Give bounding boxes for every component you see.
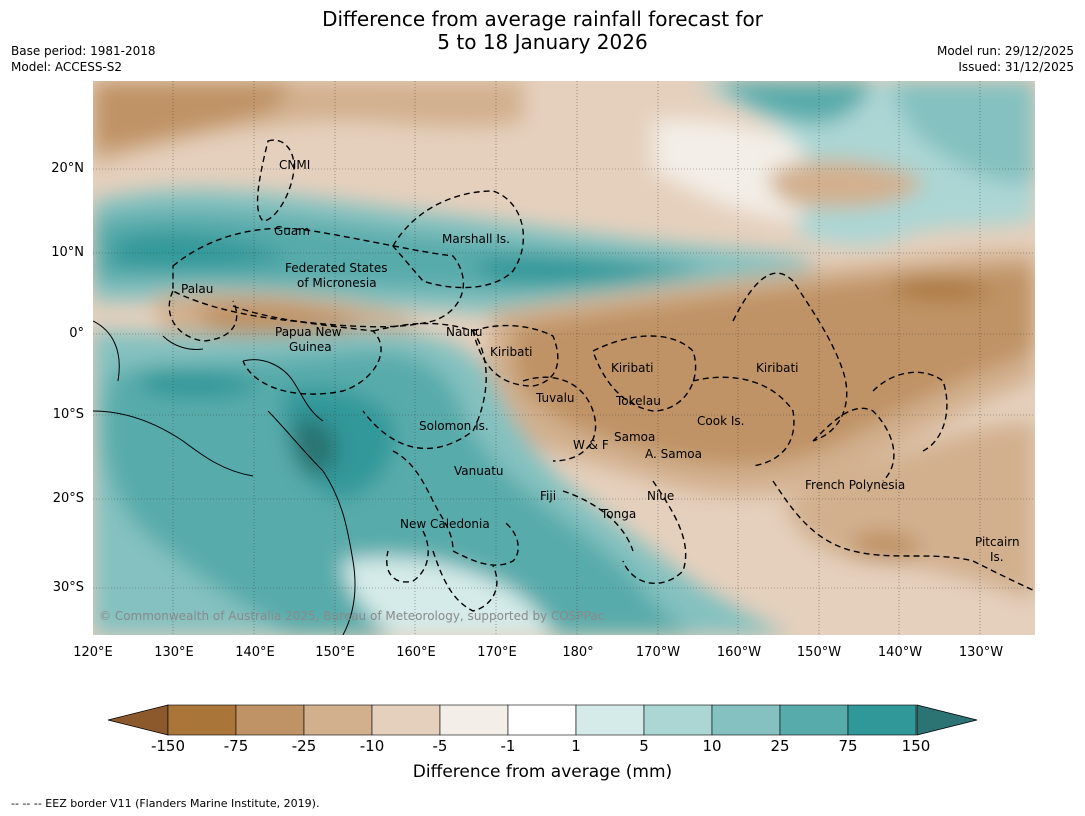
lon-tick-140e: 140°E: [235, 645, 275, 660]
region-label-fsm-line1: Federated States: [285, 261, 388, 275]
colorbar-tick: 150: [901, 737, 931, 755]
coastlines: [93, 320, 356, 635]
lat-tick-20s: 20°S: [52, 491, 84, 506]
lon-tick-150w: 150°W: [796, 645, 842, 660]
map-canvas: [93, 81, 1035, 635]
region-label-kiribati-west: Kiribati: [490, 345, 533, 359]
lat-tick-10n: 10°N: [51, 245, 84, 260]
colorbar-tick: 5: [639, 737, 649, 755]
lon-tick-140w: 140°W: [877, 645, 923, 660]
colorbar-tick: 1: [571, 737, 581, 755]
region-label-cnmi: CNMI: [279, 158, 311, 172]
region-label-vanuatu: Vanuatu: [454, 464, 504, 478]
region-label-samoa: Samoa: [614, 430, 656, 444]
colorbar-label: Difference from average (mm): [412, 762, 673, 782]
lon-tick-130e: 130°E: [154, 645, 194, 660]
model-label: Model: ACCESS-S2: [11, 60, 123, 74]
lon-tick-120e: 120°E: [73, 645, 113, 660]
eez-borders: [168, 139, 1035, 612]
colorbar-bin: [507, 704, 577, 736]
region-label-png-line1: Papua New: [275, 325, 342, 339]
colorbar-bin: [847, 704, 917, 736]
region-label-marshall-islands: Marshall Is.: [442, 232, 510, 246]
lat-tick-30s: 30°S: [52, 580, 84, 595]
colorbar-tick: -150: [150, 737, 186, 755]
colorbar-tick: -25: [291, 737, 317, 755]
lon-tick-150e: 150°E: [315, 645, 355, 660]
region-label-solomon-islands: Solomon Is.: [419, 419, 489, 433]
map-title-line1: Difference from average rainfall forecas…: [322, 7, 763, 31]
lon-tick-160w: 160°W: [716, 645, 762, 660]
copyright-notice: © Commonwealth of Australia 2025, Bureau…: [99, 609, 605, 623]
region-label-american-samoa: A. Samoa: [645, 447, 702, 461]
lon-tick-160e: 160°E: [396, 645, 436, 660]
colorbar-bin: [711, 704, 781, 736]
region-label-palau: Palau: [181, 282, 214, 296]
lon-tick-180: 180°: [562, 645, 594, 660]
colorbar-tick: -1: [500, 737, 516, 755]
lat-tick-20n: 20°N: [51, 161, 84, 176]
region-label-niue: Niue: [647, 489, 675, 503]
eez-footnote: -- -- -- EEZ border V11 (Flanders Marine…: [11, 797, 320, 810]
colorbar-bins: [167, 704, 917, 736]
rainfall-anomaly-field: [93, 81, 1035, 635]
colorbar-bin: [303, 704, 373, 736]
region-label-png-line2: Guinea: [289, 340, 332, 354]
region-label-cook-islands: Cook Is.: [697, 414, 745, 428]
colorbar-tick: -5: [432, 737, 448, 755]
lat-tick-0: 0°: [69, 326, 84, 341]
colorbar-bin: [167, 704, 237, 736]
region-label-wallis-futuna: W & F: [573, 438, 609, 452]
colorbar-bin: [439, 704, 509, 736]
colorbar-under-arrow: [107, 704, 169, 736]
region-label-guam: Guam: [274, 224, 310, 238]
colorbar-bin: [235, 704, 305, 736]
region-label-tuvalu: Tuvalu: [536, 391, 575, 405]
rainfall-anomaly-map: [93, 81, 1035, 635]
colorbar-tick: -10: [359, 737, 385, 755]
colorbar-tick: -75: [223, 737, 249, 755]
region-label-new-caledonia: New Caledonia: [400, 517, 490, 531]
region-label-tonga: Tonga: [601, 507, 637, 521]
map-title-line2: 5 to 18 January 2026: [437, 30, 648, 54]
issued-label: Issued: 31/12/2025: [958, 60, 1074, 74]
region-label-nauru: Nauru: [446, 325, 483, 339]
lon-tick-130w: 130°W: [958, 645, 1004, 660]
colorbar: [107, 704, 978, 736]
colorbar-tick: 75: [838, 737, 858, 755]
base-period-label: Base period: 1981-2018: [11, 44, 156, 58]
graticule: [93, 81, 1035, 635]
lat-tick-10s: 10°S: [52, 407, 84, 422]
model-run-label: Model run: 29/12/2025: [936, 44, 1074, 58]
colorbar-over-arrow: [916, 704, 978, 736]
region-label-fiji: Fiji: [540, 489, 557, 503]
lon-tick-170e: 170°E: [477, 645, 517, 660]
colorbar-bin: [371, 704, 441, 736]
region-label-kiribati-east: Kiribati: [756, 361, 799, 375]
colorbar-tick: 10: [702, 737, 722, 755]
region-label-kiribati-central: Kiribati: [611, 361, 654, 375]
lon-tick-170w: 170°W: [635, 645, 681, 660]
region-label-pitcairn-line2: Is.: [990, 550, 1004, 564]
region-label-tokelau: Tokelau: [616, 394, 661, 408]
colorbar-tick: 25: [770, 737, 790, 755]
colorbar-bin: [575, 704, 645, 736]
colorbar-bin: [779, 704, 849, 736]
colorbar-bin: [643, 704, 713, 736]
region-label-french-polynesia: French Polynesia: [805, 478, 906, 492]
region-label-fsm-line2: of Micronesia: [297, 276, 377, 290]
region-label-pitcairn-line1: Pitcairn: [975, 535, 1020, 549]
